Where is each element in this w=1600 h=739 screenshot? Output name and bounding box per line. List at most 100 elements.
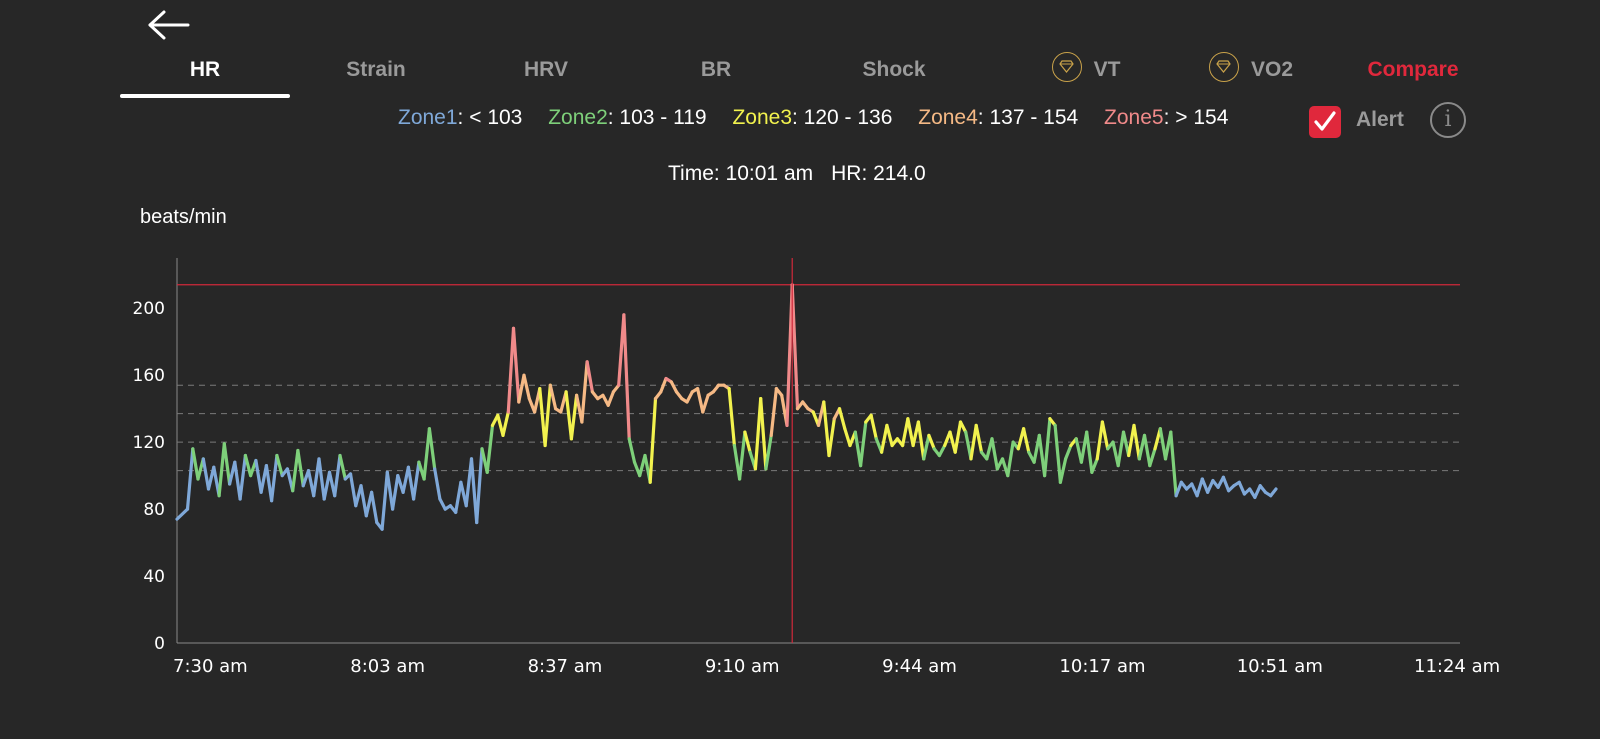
hr-segment (900, 417, 910, 448)
hr-segment (1006, 440, 1015, 478)
hr-segment (1174, 480, 1183, 498)
hr-segment (175, 507, 190, 521)
checkmark-icon (1314, 111, 1336, 131)
x-tick-label: 11:24 am (1414, 656, 1500, 677)
diamond-icon (1051, 52, 1082, 83)
alert-checkbox[interactable] (1309, 106, 1341, 138)
hr-segment (753, 397, 763, 471)
hr-segment (433, 467, 442, 501)
hr-segment (916, 420, 926, 461)
hr-segment (606, 390, 616, 407)
zone-name: Zone3 (732, 106, 792, 129)
hr-segment (1205, 479, 1215, 494)
hr-segment (412, 460, 421, 501)
hr-segment (1169, 430, 1178, 498)
hr-segment (1116, 430, 1126, 468)
hr-segment (769, 387, 779, 437)
hr-segment (191, 447, 200, 481)
hr-segment (990, 437, 999, 471)
tab-vo2[interactable]: VO2 (1186, 52, 1316, 96)
hr-segment (1090, 457, 1099, 474)
hr-segment (1221, 475, 1231, 493)
hr-segment (879, 423, 889, 454)
tab-hrv[interactable]: HRV (524, 58, 568, 81)
hr-segment (580, 360, 589, 424)
hr-segment (564, 390, 574, 441)
hr-segment (517, 373, 526, 404)
hr-segment (827, 417, 836, 458)
hr-segment (622, 313, 631, 441)
hr-segment (1085, 430, 1094, 474)
hr-segment (737, 430, 747, 481)
hr-segment (969, 423, 978, 461)
hr-segment (333, 453, 342, 498)
hr-segment (317, 457, 326, 501)
hr-segment (1195, 477, 1204, 498)
hr-segment (659, 376, 668, 394)
tab-compare[interactable]: Compare (1367, 58, 1459, 81)
x-tick-label: 10:51 am (1237, 656, 1323, 677)
zone-range: : 103 - 119 (607, 106, 707, 129)
hr-segment (233, 460, 242, 501)
hr-segment (648, 397, 658, 484)
info-icon[interactable]: i (1430, 102, 1466, 138)
cursor-readout: Time: 10:01 am HR: 214.0 (668, 162, 944, 186)
zone-4: Zone4: 137 - 154 (918, 106, 1078, 130)
hr-segment (338, 453, 347, 481)
tab-vt-label: VT (1093, 58, 1121, 81)
hr-segment (522, 373, 531, 401)
diamond-icon (1208, 52, 1239, 83)
hr-segment (759, 397, 768, 471)
zone-range: : 137 - 154 (977, 106, 1079, 129)
hr-segment (822, 400, 831, 458)
hr-segment (727, 387, 737, 448)
hr-segment (927, 433, 936, 451)
zone-1: Zone1: < 103 (398, 106, 522, 130)
tab-shock[interactable]: Shock (862, 58, 926, 81)
hr-segment (764, 433, 773, 471)
hr-segment (701, 393, 710, 414)
hr-segment (185, 447, 195, 511)
hr-segment (885, 423, 894, 448)
hr-segment (485, 423, 495, 474)
hr-segment (1148, 447, 1157, 468)
hr-segment (1142, 433, 1152, 468)
hr-segment (538, 387, 547, 448)
tab-strain[interactable]: Strain (346, 58, 406, 81)
hr-segment (1269, 487, 1278, 498)
hr-segment (543, 383, 552, 448)
hr-segment (922, 433, 931, 461)
hr-segment (469, 457, 479, 525)
zone-name: Zone5 (1104, 106, 1164, 129)
x-tick-label: 9:44 am (882, 656, 957, 677)
hr-segment (454, 480, 463, 515)
hr-segment (790, 283, 800, 411)
back-button[interactable] (140, 4, 200, 46)
hr-segment (858, 420, 868, 468)
zone-range: : < 103 (457, 106, 523, 129)
hr-segment (427, 427, 437, 471)
hr-segment (785, 283, 794, 427)
hr-segment (506, 326, 516, 414)
tab-br[interactable]: BR (700, 58, 732, 81)
hr-segment (1127, 423, 1136, 458)
hr-segment (869, 413, 878, 441)
hr-segment (380, 470, 389, 531)
hr-segment (1053, 423, 1063, 484)
zone-range: : > 154 (1163, 106, 1229, 129)
hr-segment (385, 470, 395, 511)
y-tick-label: 0 (154, 634, 165, 654)
hr-segment (359, 484, 368, 518)
tab-vt[interactable]: VT (1026, 52, 1146, 96)
tab-hr[interactable]: HR (189, 58, 221, 81)
hr-segment (275, 453, 284, 478)
hr-segment (1200, 477, 1210, 494)
y-tick-label: 200 (133, 299, 165, 319)
hr-segment (837, 407, 847, 431)
hr-segment (391, 474, 400, 511)
hr-segment (1042, 417, 1052, 478)
y-tick-label: 80 (143, 500, 165, 520)
hr-segment (958, 420, 968, 434)
hr-segment (222, 442, 232, 486)
